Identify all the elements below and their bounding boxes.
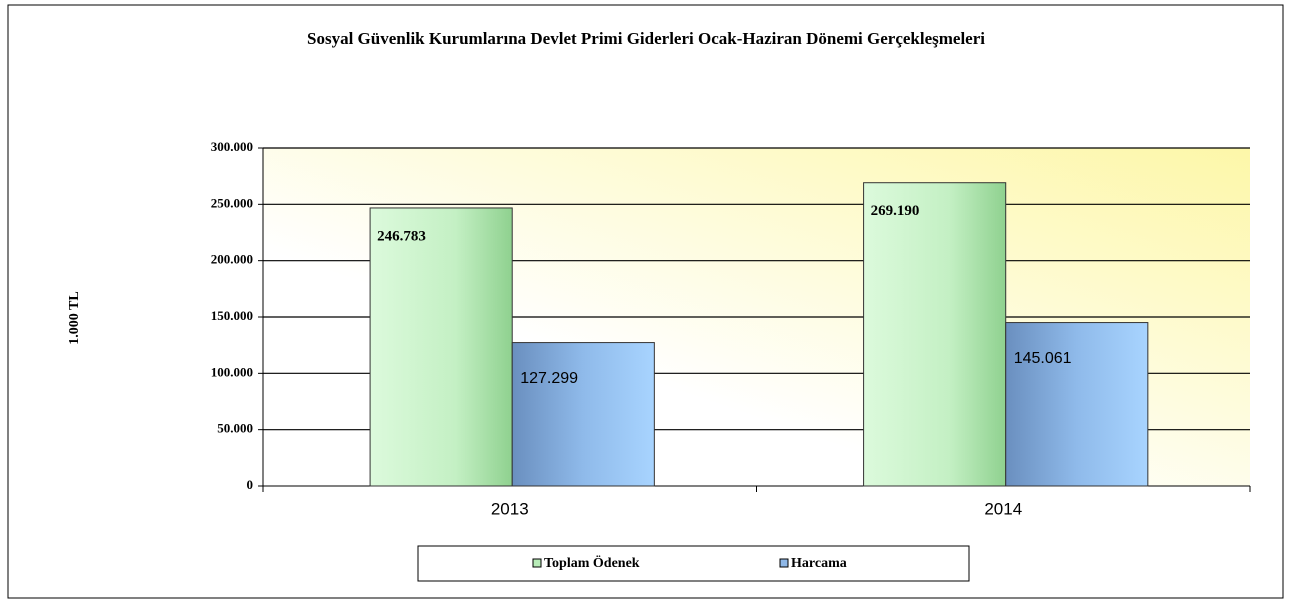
y-tick-label: 250.000 xyxy=(211,195,253,210)
y-tick-label: 200.000 xyxy=(211,252,253,267)
chart-title: Sosyal Güvenlik Kurumlarına Devlet Primi… xyxy=(307,29,985,48)
legend-box xyxy=(417,545,970,582)
value-label: 127.299 xyxy=(520,370,578,387)
x-tick-label: 2014 xyxy=(984,499,1022,518)
y-axis-label: 1.000 TL xyxy=(67,291,82,344)
bar xyxy=(863,182,1007,487)
value-label: 145.061 xyxy=(1014,350,1072,367)
y-tick-label: 150.000 xyxy=(211,308,253,323)
bar xyxy=(511,342,655,487)
value-label: 246.783 xyxy=(377,228,426,244)
bar xyxy=(1005,322,1149,487)
legend-swatch xyxy=(779,558,789,568)
legend-label: Toplam Ödenek xyxy=(544,554,640,571)
x-tick-label: 2013 xyxy=(491,499,529,518)
value-label: 269.190 xyxy=(871,203,920,219)
bar xyxy=(369,207,513,487)
y-tick-label: 0 xyxy=(247,477,254,492)
legend-label: Harcama xyxy=(791,556,847,571)
y-tick-label: 100.000 xyxy=(211,364,253,379)
legend-swatch xyxy=(532,558,542,568)
y-tick-label: 300.000 xyxy=(211,139,253,154)
y-tick-label: 50.000 xyxy=(217,421,253,436)
